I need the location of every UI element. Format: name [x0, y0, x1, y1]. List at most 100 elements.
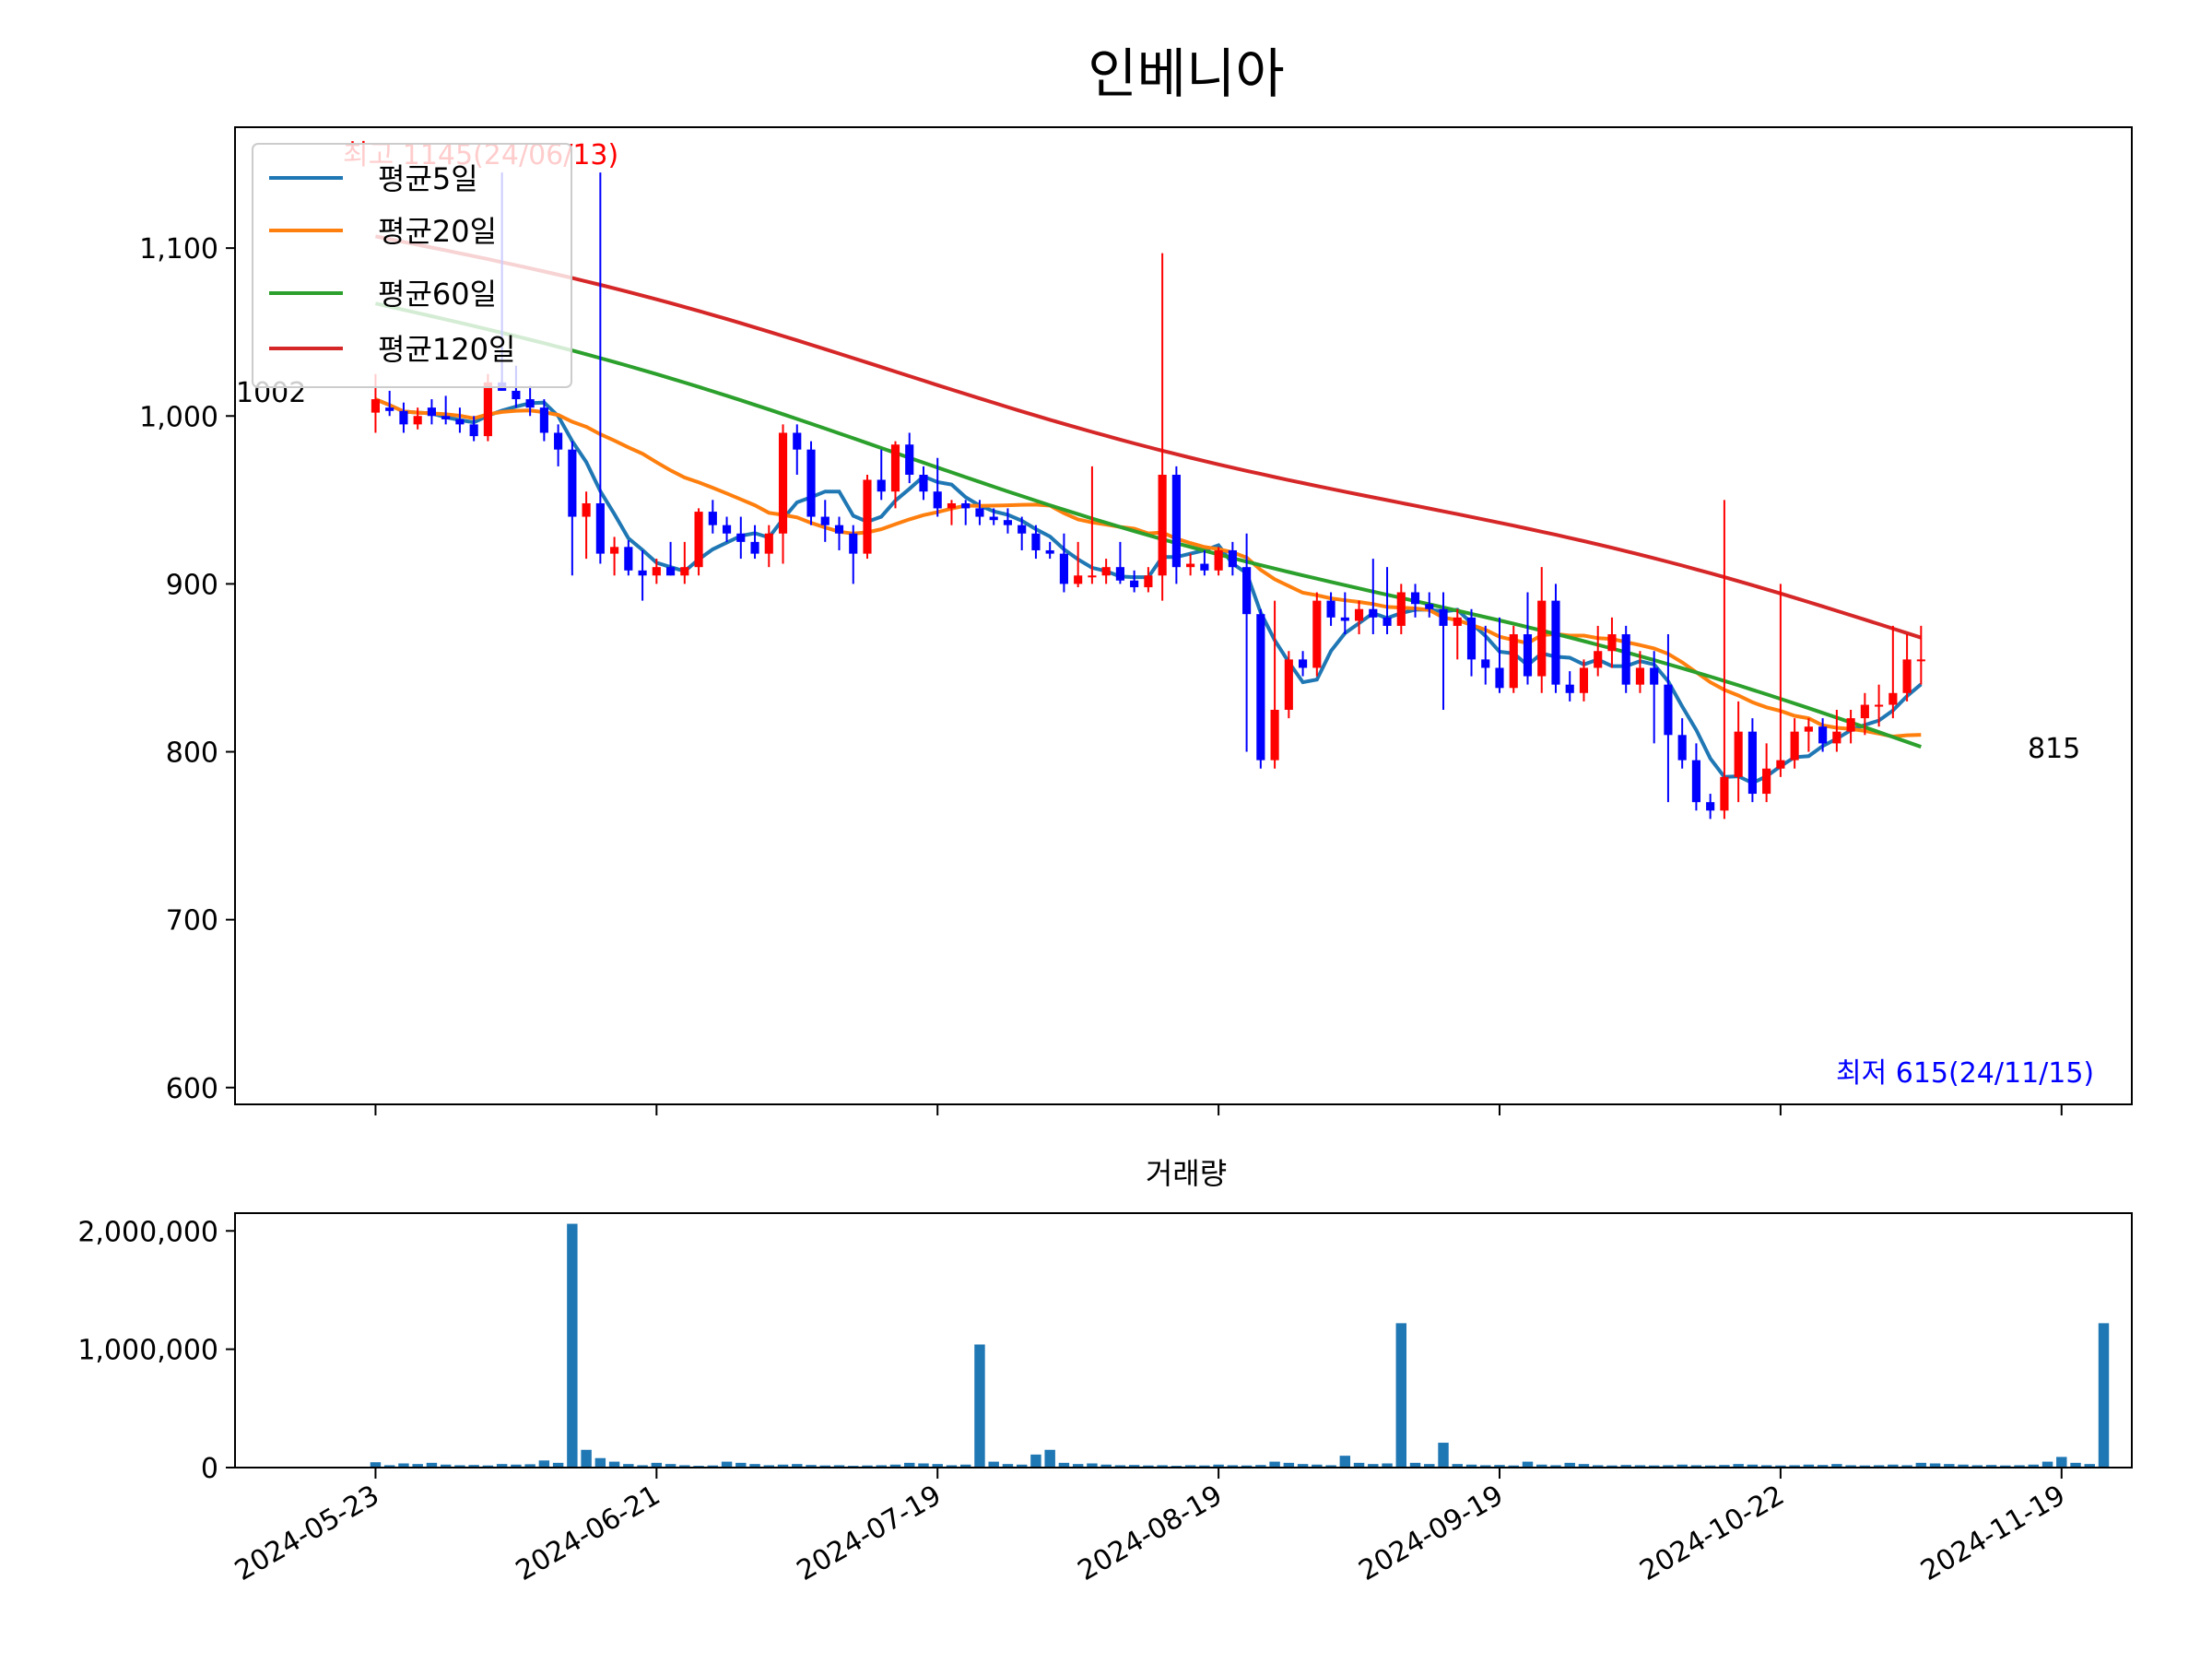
candle-body: [1340, 617, 1349, 621]
candle-body: [1299, 659, 1308, 668]
candle-body: [1425, 604, 1434, 609]
volume-bar: [524, 1464, 535, 1468]
volume-bar: [806, 1465, 817, 1468]
candle: [1088, 466, 1097, 584]
candle-body: [1284, 659, 1293, 710]
candle-body: [1270, 709, 1279, 761]
candle-body: [975, 508, 984, 517]
candle-body: [1832, 731, 1841, 744]
candle-body: [1495, 667, 1504, 689]
candle-body: [1706, 802, 1715, 811]
volume-bar: [1592, 1465, 1604, 1468]
candle: [708, 500, 717, 534]
candle-body: [1326, 600, 1335, 618]
volume-y-tick-label: 2,000,000: [77, 1216, 218, 1248]
volume-bar: [792, 1464, 803, 1468]
volume-bar: [412, 1464, 423, 1468]
volume-y-tick-label: 1,000,000: [77, 1335, 218, 1367]
candle: [890, 441, 900, 509]
candle-body: [736, 533, 746, 542]
candle-body: [947, 502, 957, 509]
candle-body: [525, 399, 535, 408]
volume-bar: [1382, 1463, 1393, 1468]
volume-bar: [1971, 1465, 1983, 1468]
candle-body: [1691, 760, 1700, 803]
volume-bar: [1648, 1465, 1660, 1468]
candle: [1158, 253, 1167, 601]
candle: [399, 402, 408, 433]
volume-bar: [2000, 1465, 2011, 1468]
volume-bar: [440, 1464, 452, 1468]
price-y-tick-label: 700: [166, 905, 218, 938]
volume-bar: [721, 1461, 733, 1468]
candle: [863, 475, 872, 560]
candle-body: [1579, 667, 1589, 693]
volume-bar: [398, 1463, 409, 1468]
volume-bar: [679, 1465, 690, 1468]
volume-bar: [1789, 1465, 1800, 1468]
volume-bar: [426, 1462, 438, 1468]
candle-body: [849, 533, 858, 554]
candle-body: [1509, 634, 1518, 689]
candle: [1762, 743, 1771, 803]
low-annotation: 최저 615(24/11/15): [1836, 1057, 2094, 1090]
candle: [1242, 533, 1252, 752]
candle: [1256, 608, 1265, 769]
candle: [441, 395, 451, 425]
candle-body: [863, 479, 872, 554]
volume-bar: [974, 1344, 985, 1468]
candle-body: [1551, 600, 1560, 685]
candle: [947, 500, 957, 525]
volume-bar: [1297, 1464, 1309, 1468]
candle-body: [1818, 726, 1828, 744]
volume-bars: [370, 1223, 2110, 1468]
candle: [1902, 634, 1912, 702]
candle-body: [1734, 731, 1743, 777]
candle-body: [820, 516, 830, 525]
candle: [1621, 625, 1630, 693]
candle: [1860, 692, 1869, 736]
candle: [1200, 549, 1209, 576]
volume-bar: [1985, 1465, 1997, 1468]
volume-bar: [567, 1223, 578, 1468]
candle-body: [933, 491, 942, 509]
volume-bar: [959, 1464, 971, 1468]
candle-body: [1130, 580, 1139, 588]
candle: [539, 399, 548, 442]
candle-body: [1902, 659, 1912, 693]
price-y-tick-label: 1,000: [139, 401, 218, 433]
candle: [1650, 651, 1659, 744]
candle: [1130, 570, 1139, 593]
candle: [1270, 600, 1279, 769]
volume-bar: [1241, 1465, 1253, 1468]
candle: [722, 516, 732, 542]
volume-bar: [2070, 1462, 2081, 1468]
candle: [736, 516, 746, 560]
volume-bar: [552, 1462, 564, 1468]
candle-body: [1635, 667, 1645, 685]
candle-body: [1312, 600, 1322, 668]
volume-bar: [1663, 1465, 1674, 1468]
candle-body: [877, 479, 886, 492]
candle-body: [568, 449, 577, 517]
candle-body: [469, 424, 478, 437]
candle: [849, 525, 858, 584]
candle: [1382, 567, 1392, 635]
candle: [961, 500, 971, 525]
candle-body: [764, 533, 773, 554]
candle: [1115, 541, 1124, 584]
volume-bar: [749, 1464, 760, 1468]
candle: [582, 491, 591, 560]
candle-body: [1762, 768, 1771, 795]
candle: [1059, 533, 1068, 593]
volume-bar: [1409, 1462, 1421, 1468]
volume-bar: [1368, 1464, 1379, 1468]
candle: [1691, 743, 1700, 811]
candle: [1888, 625, 1898, 719]
candle-body: [1747, 731, 1757, 795]
candle: [989, 508, 998, 525]
candle: [1565, 671, 1574, 702]
candle-body: [1466, 617, 1477, 660]
volume-bar: [1831, 1464, 1842, 1468]
volume-bar: [1465, 1464, 1477, 1468]
